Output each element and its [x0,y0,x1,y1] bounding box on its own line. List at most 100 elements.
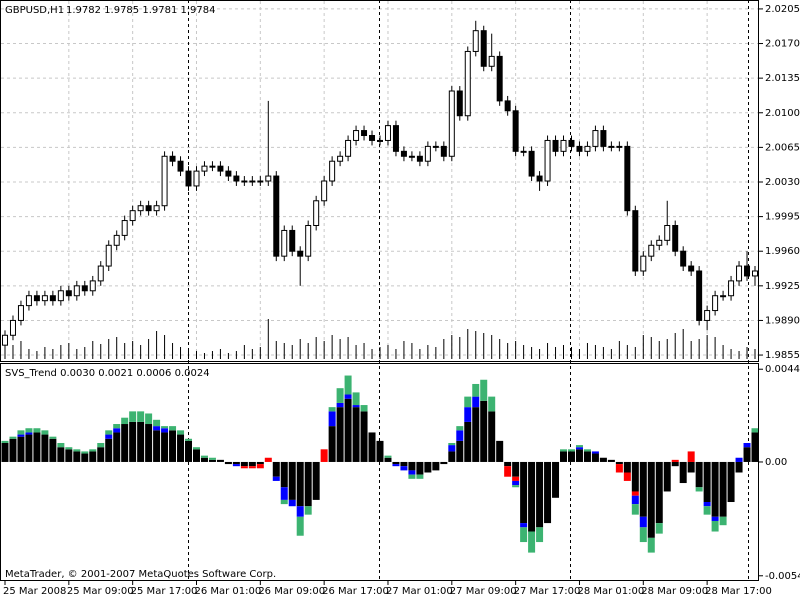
x-tick-label: 25 Mar 09:00 [67,586,134,597]
candle-body [161,155,168,207]
histogram-segment [631,491,639,496]
candle-body [640,255,647,272]
candle-body [480,30,487,67]
histogram-segment [89,451,97,462]
histogram-segment [520,523,528,528]
histogram-segment [528,461,536,532]
histogram-segment [113,428,121,433]
labels-layer: 2.0205 2.0170 2.0135 2.0100 2.0065 2.0030 1.99… [3,4,800,597]
candle-body [249,180,256,183]
histogram-segment [703,506,711,515]
histogram-segment [169,426,177,431]
histogram-segment [296,516,304,536]
histogram-segment [583,449,591,452]
histogram-segment [591,453,599,462]
histogram-segment [504,461,512,467]
x-tick-label: 28 Mar 09:00 [641,586,708,597]
candle-body [536,175,543,182]
candle-body [448,90,455,157]
candle-body [400,150,407,157]
histogram-segment [751,428,759,433]
histogram-segment [384,457,392,462]
histogram-segment [208,457,216,460]
histogram-segment [320,449,328,462]
histogram-segment [1,442,9,462]
histogram-segment [679,461,687,484]
candle-body [9,319,16,336]
x-tick-label: 27 Mar 01:00 [386,586,453,597]
candle-body [744,265,751,277]
histogram-segment [232,464,240,467]
candle-body [528,150,535,177]
x-tick-label: 27 Mar 09:00 [450,586,517,597]
candle-body [672,225,679,252]
y-tick-label: 0.0044 [765,364,800,375]
histogram-segment [81,453,89,462]
histogram-segment [9,436,17,439]
histogram-segment [169,430,177,462]
candle-body [297,250,304,257]
candle-body [201,165,208,172]
histogram-segment [743,442,751,448]
candle-body [576,145,583,152]
candle-body [257,180,264,183]
histogram-segment [392,461,400,465]
histogram-segment [153,426,161,431]
histogram-segment [735,457,743,462]
histogram-segment [448,445,456,452]
candle-body [736,265,743,282]
histogram-segment [97,447,105,462]
histogram-segment [304,506,312,515]
y-tick-label: 2.0030 [765,177,800,188]
histogram-segment [623,461,631,473]
histogram-segment [65,449,73,462]
histogram-segment [591,451,599,454]
histogram-segment [41,430,49,435]
candle-body [616,145,623,148]
y-tick-label: 2.0205 [765,4,800,15]
candle-body [688,265,695,272]
candle-body [89,280,96,292]
candle-body [337,155,344,162]
histogram-segment [528,531,536,553]
candle-body [185,170,192,187]
x-tick-label: 25 Mar 17:00 [131,586,198,597]
candle-body [648,244,655,257]
histogram-segment [256,464,264,469]
histogram-segment [208,459,216,462]
candle-body [353,130,360,141]
histogram-segment [49,438,57,462]
candle-body [369,135,376,141]
histogram-segment [272,461,280,477]
y-tick-label: 1.9995 [765,212,800,223]
y-tick-label: 1.9890 [765,315,800,326]
histogram-segment [145,413,153,425]
histogram-segment [615,461,623,465]
histogram-segment [520,461,528,524]
y-tick-label: 1.9855 [765,350,800,361]
histogram-segment [17,436,25,462]
candle-body [488,55,495,67]
x-tick-label: 27 Mar 17:00 [514,586,581,597]
histogram-segment [727,461,735,503]
histogram-segment [488,411,496,462]
x-tick-label: 28 Mar 17:00 [705,586,772,597]
histogram-segment [352,407,360,462]
histogram-segment [376,440,384,462]
histogram-segment [352,405,360,408]
histogram-segment [560,451,568,462]
candle-body [329,160,336,182]
x-tick-label: 26 Mar 01:00 [194,586,261,597]
histogram-segment [185,440,193,462]
candle-body [424,145,431,162]
histogram-segment [65,447,73,450]
y-tick-label: 0.00 [765,457,787,468]
histogram-segment [145,424,153,462]
histogram-segment [105,430,113,435]
histogram-segment [344,398,352,462]
histogram-segment [488,396,496,412]
histogram-segment [615,464,623,473]
candle-body [384,125,391,141]
candle-body [41,295,48,302]
